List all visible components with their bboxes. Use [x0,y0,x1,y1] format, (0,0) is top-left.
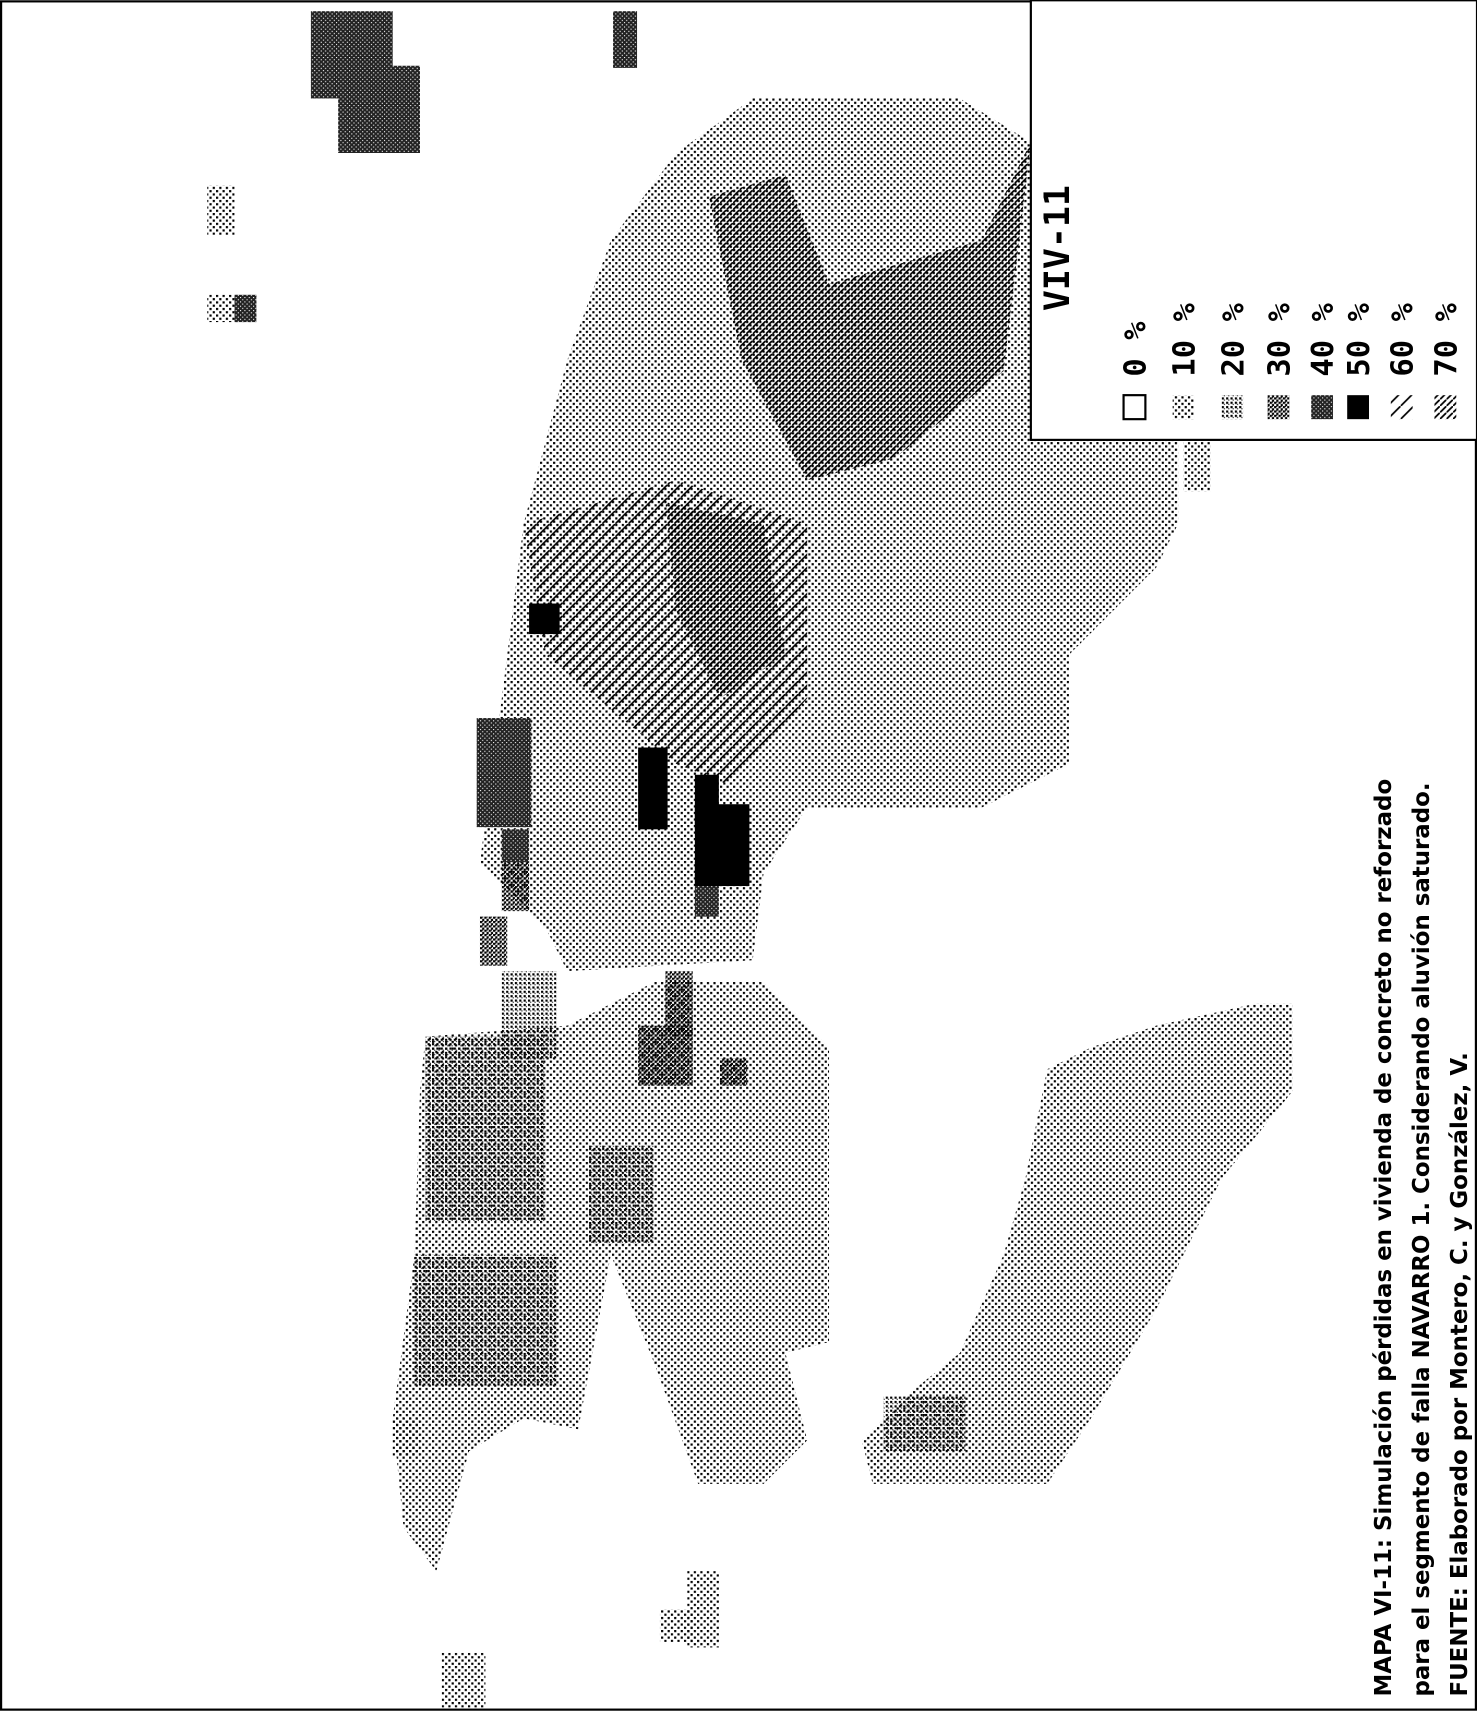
legend-label: 60 % [1386,302,1421,376]
map-cell [441,1652,486,1708]
map-cell [207,185,235,235]
map-cell [613,11,638,68]
map-cell [338,65,420,153]
legend-swatch [1172,395,1195,420]
map-cell [694,804,750,887]
caption-line: MAPA VI-11: Simulación pérdidas en vivie… [1371,779,1397,1697]
legend-box [1029,0,1477,441]
legend-swatch [1390,395,1413,420]
caption-line: para el segmento de falla NAVARRO 1. Con… [1409,782,1435,1696]
map-cells [207,11,1293,1708]
map-cell [234,294,257,323]
map-cell [501,829,530,863]
legend-swatch [1347,395,1370,420]
legend-label: 0 % [1118,321,1153,377]
map-cell [719,1058,748,1086]
map-cell [659,1609,693,1642]
map-zone [861,1003,1293,1484]
map-cell [529,603,560,635]
map-cell [414,1254,557,1386]
map-zone [709,142,1031,481]
map-cell [589,1145,655,1244]
map-cell [883,1396,966,1452]
legend-label: 40 % [1306,302,1341,376]
map-cell [392,1418,420,1457]
legend-swatch [1221,395,1244,420]
map-cell [1183,442,1211,492]
map-zone [665,502,786,699]
legend-label: 50 % [1342,302,1377,376]
legend-swatch [1122,394,1147,421]
legend-label: 30 % [1262,302,1297,376]
map-cell [501,971,557,1059]
legend-swatch [1311,395,1334,420]
caption-line: FUENTE: Elaborado por Montero, C. y Gonz… [1447,1052,1473,1696]
map-cell [479,916,508,966]
legend-label: 10 % [1167,302,1202,376]
legend-label: 70 % [1429,302,1464,376]
map-cell [501,862,530,912]
legend-swatch [1434,395,1457,420]
map-cell [476,718,532,828]
map-cell [638,747,668,830]
legend-label: 20 % [1217,302,1252,376]
map-cell [665,971,693,1037]
legend-swatch [1267,395,1290,420]
legend-items: 0 % 10 % 20 % 30 % 40 % 50 % 60 % 70 % [1118,302,1464,421]
legend-title: VIV-11 [1038,185,1078,311]
map-cell [425,1036,546,1223]
